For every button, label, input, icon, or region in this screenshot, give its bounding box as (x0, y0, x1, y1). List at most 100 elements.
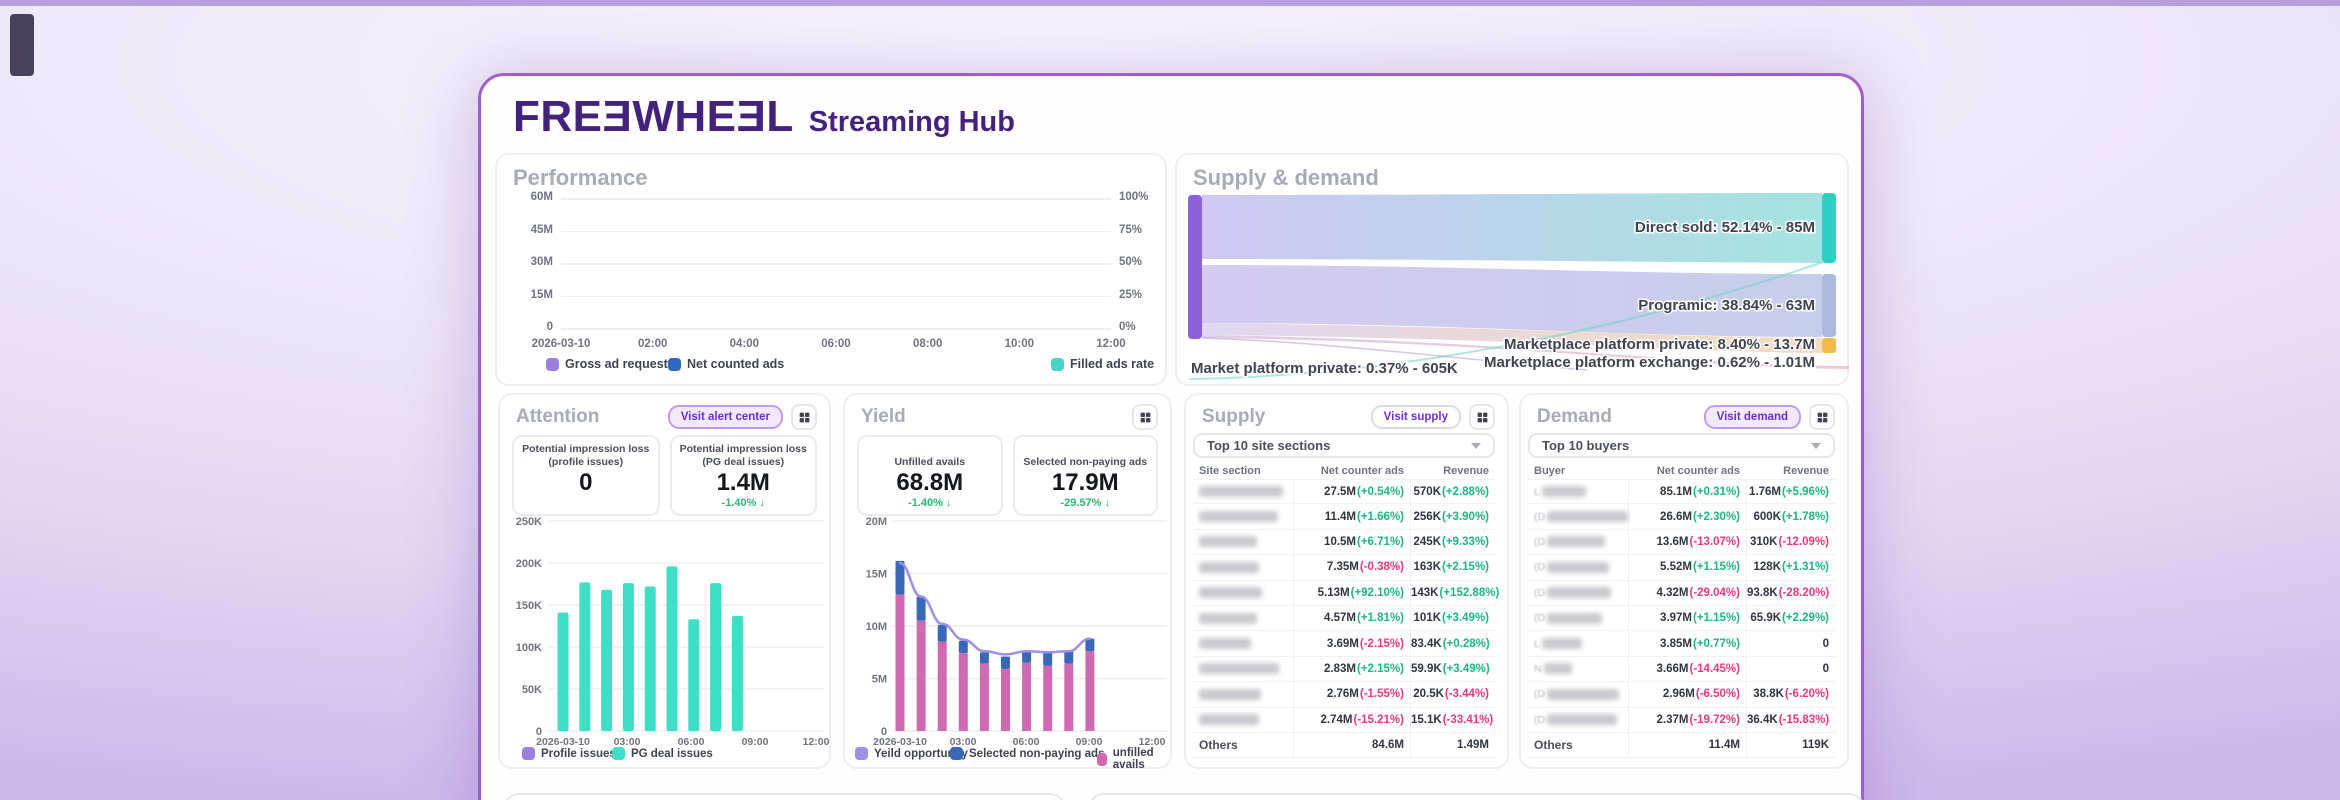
legend-swatch (612, 747, 625, 760)
redacted-name-cell: (D (1528, 612, 1628, 624)
bar-non-paying-ads[interactable] (958, 640, 968, 654)
sankey-strand-source (1201, 337, 1588, 371)
percent-change: (-33.41%) (1442, 713, 1494, 726)
bar[interactable] (666, 566, 678, 731)
legend-item[interactable]: PG deal issues (612, 747, 713, 760)
sankey-node-source[interactable] (1188, 195, 1202, 339)
value: 27.5M (1324, 485, 1357, 498)
bar-non-paying-ads[interactable] (1043, 652, 1053, 666)
bar-non-paying-ads[interactable] (895, 560, 905, 595)
sankey-flow-marketplace-private (1202, 323, 1822, 353)
value: 65.9K (1750, 612, 1782, 625)
value: 83.4K (1411, 637, 1442, 650)
percent-change: (+2.29%) (1782, 612, 1829, 625)
bar-unfilled-avails[interactable] (1022, 662, 1032, 731)
sankey-node-marketplace-private[interactable] (1822, 338, 1836, 353)
bar[interactable] (601, 589, 613, 731)
bar-unfilled-avails[interactable] (916, 620, 926, 731)
redacted-name-cell (1193, 486, 1293, 498)
others-value-cell: 119K (1746, 732, 1835, 758)
bar-non-paying-ads[interactable] (916, 596, 926, 621)
visit-demand-button[interactable]: Visit demand (1703, 405, 1801, 429)
percent-change: (-15.83%) (1778, 713, 1830, 726)
attention-legend: Profile issues PG deal issues (500, 747, 829, 767)
bar[interactable] (710, 583, 722, 731)
panel-options-button[interactable] (1132, 404, 1158, 430)
blurred-name (1199, 638, 1251, 650)
y-axis-tick-right: 50% (1119, 256, 1143, 268)
others-label: Others (1534, 738, 1573, 753)
bar-non-paying-ads[interactable] (937, 624, 947, 642)
y-axis-tick: 20M (866, 516, 887, 528)
supply-demand-title: Supply & demand (1193, 165, 1379, 190)
legend-item[interactable]: Yeild opportunity (855, 747, 968, 760)
legend-item[interactable]: Filled ads rate (1051, 357, 1154, 371)
redacted-name-cell (1193, 612, 1293, 624)
percent-change: (-6.50%) (1695, 688, 1740, 701)
visit-supply-button[interactable]: Visit supply (1370, 405, 1461, 429)
bar-non-paying-ads[interactable] (1022, 651, 1032, 663)
redacted-name-cell (1193, 638, 1293, 650)
value: 3.97M (1660, 612, 1693, 625)
legend-item[interactable]: Profile issues (522, 747, 616, 760)
value: 119K (1802, 739, 1829, 752)
bar-unfilled-avails[interactable] (1064, 663, 1074, 731)
blurred-name (1199, 612, 1257, 624)
attention-panel: Attention Visit alert center Potential i… (498, 393, 831, 769)
bar-unfilled-avails[interactable] (1085, 651, 1095, 731)
bar-unfilled-avails[interactable] (895, 594, 905, 732)
demand-table-header: Buyer Net counter ads Revenue (1528, 463, 1835, 479)
sankey-node-programmatic[interactable] (1822, 274, 1836, 337)
table-row: (D 2.96M (-6.50%) 38.8K (-6.20%) (1528, 682, 1835, 708)
yield-kpis: Unfilled avails 68.8M -1.40% ↓ Selected … (857, 435, 1158, 516)
table-row: 5.13M (+92.10%) 143K (+152.88%) (1193, 580, 1499, 606)
bar-non-paying-ads[interactable] (1001, 656, 1010, 670)
bar[interactable] (622, 583, 634, 731)
legend-item[interactable]: unfilled avails (1097, 747, 1170, 771)
bar[interactable] (557, 612, 569, 731)
redacted-name-cell: (D (1528, 587, 1628, 599)
site-sections-dropdown[interactable]: Top 10 site sections (1193, 433, 1495, 458)
visit-alert-center-button[interactable]: Visit alert center (667, 405, 783, 429)
table-row: (D 13.6M (-13.07%) 310K (-12.09%) (1528, 529, 1835, 556)
blurred-name (1547, 587, 1612, 599)
panel-options-button[interactable] (1469, 404, 1495, 430)
bar-unfilled-avails[interactable] (958, 653, 968, 731)
bar-non-paying-ads[interactable] (979, 652, 989, 664)
panel-options-button[interactable] (1809, 404, 1835, 430)
legend-item[interactable]: Selected non-paying ads (950, 747, 1104, 760)
revenue-cell: 36.4K (-15.83%) (1746, 707, 1835, 732)
bar[interactable] (688, 619, 700, 731)
revenue-cell: 83.4K (+0.28%) (1410, 631, 1496, 656)
bar-non-paying-ads[interactable] (1064, 651, 1074, 664)
supply-table-body: 27.5M (+0.54%) 570K (+2.88%) 11.4M (+1.66%) 25… (1193, 479, 1499, 759)
table-row: 2.74M (-15.21%) 15.1K (-33.41%) (1193, 707, 1495, 733)
bar[interactable] (731, 615, 743, 731)
bar-unfilled-avails[interactable] (1001, 669, 1010, 731)
legend-item[interactable]: Gross ad requests (546, 357, 675, 371)
bar[interactable] (644, 586, 656, 731)
percent-change: (-6.20%) (1784, 688, 1829, 701)
blurred-name (1199, 688, 1261, 700)
percent-change: (+0.28%) (1442, 637, 1490, 650)
legend-swatch (668, 357, 681, 371)
revenue-cell: 65.9K (+2.29%) (1746, 605, 1835, 631)
value: 1.76M (1749, 485, 1782, 498)
sankey-node-direct-sold[interactable] (1822, 193, 1836, 263)
legend-item[interactable]: Net counted ads (668, 357, 784, 371)
bar[interactable] (579, 582, 591, 731)
yield-header: Yield (845, 395, 1170, 430)
panel-options-button[interactable] (791, 404, 817, 430)
demand-panel: Demand Visit demand Top 10 buyers Buyer … (1519, 393, 1849, 769)
bar-unfilled-avails[interactable] (937, 641, 947, 731)
bar-unfilled-avails[interactable] (979, 663, 989, 731)
kpi-card-non-paying-ads: Selected non-paying ads 17.9M -29.57% ↓ (1012, 435, 1158, 516)
name-prefix: (D (1534, 688, 1546, 701)
bar-unfilled-avails[interactable] (1043, 665, 1053, 731)
x-axis-tick: 2026-03-10 (531, 338, 591, 350)
gridline (561, 295, 1111, 297)
buyers-dropdown[interactable]: Top 10 buyers (1528, 433, 1835, 458)
revenue-cell: 256K (+3.90%) (1410, 504, 1495, 529)
net-counter-ads-cell: 3.69M (-2.15%) (1293, 631, 1410, 656)
bar-non-paying-ads[interactable] (1085, 638, 1095, 652)
